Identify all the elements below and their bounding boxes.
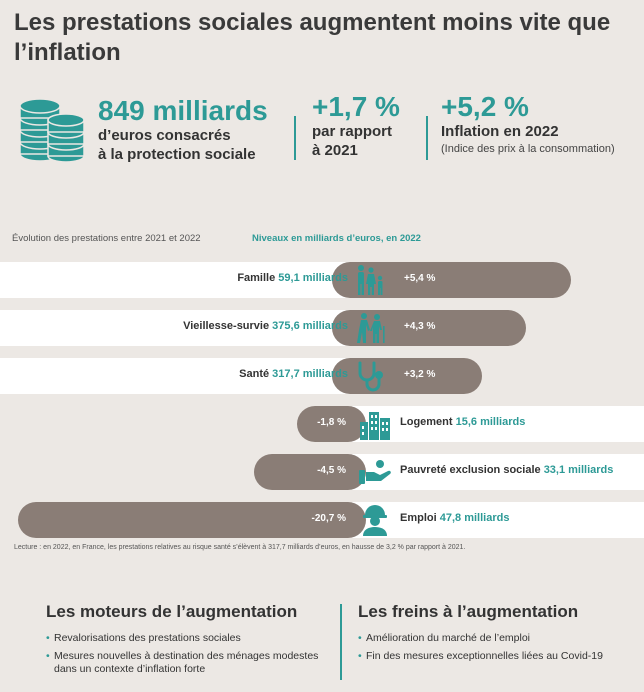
- category-name: Logement: [400, 416, 456, 428]
- category-amount: 375,6 milliards: [272, 320, 348, 332]
- kpi-inflation-sub: Inflation en 2022: [441, 123, 559, 140]
- column-divider: [340, 604, 342, 680]
- row-background: [0, 262, 352, 298]
- kpi-inflation: +5,2 % Inflation en 2022 (Indice des pri…: [441, 91, 615, 156]
- row-background: [352, 502, 644, 538]
- kpi-inflation-value: +5,2 %: [441, 91, 529, 122]
- category-name: Pauvreté exclusion sociale: [400, 464, 544, 476]
- row-background: [352, 406, 644, 442]
- kpi-growth-sub1: par rapport: [312, 123, 393, 140]
- chart-row: -4,5 % Pauvreté exclusion sociale 33,1 mi…: [0, 454, 644, 490]
- category-label: Santé 317,7 milliards: [239, 368, 348, 380]
- list-item: Fin des mesures exceptionnelles liées au…: [358, 650, 618, 663]
- kpi-inflation-note: (Indice des prix à la consommation): [441, 143, 615, 155]
- chart-row: +4,3 % Vieillesse-survie 375,6 milliards: [0, 310, 644, 346]
- worker-icon: [358, 504, 392, 536]
- list-item: Revalorisations des prestations sociales: [46, 632, 336, 645]
- chart-row: +5,4 % Famille 59,1 milliards: [0, 262, 644, 298]
- category-amount: 59,1 milliards: [278, 272, 348, 284]
- category-label: Emploi 47,8 milliards: [400, 512, 509, 524]
- category-label: Famille 59,1 milliards: [237, 272, 348, 284]
- chart-bar: [332, 358, 482, 394]
- row-background: [0, 310, 352, 346]
- category-name: Famille: [237, 272, 279, 284]
- bar-value-label: +3,2 %: [404, 369, 436, 380]
- brakes-title: Les freins à l’augmentation: [358, 602, 579, 621]
- category-label: Pauvreté exclusion sociale 33,1 milliard…: [400, 464, 613, 476]
- category-label: Logement 15,6 milliards: [400, 416, 525, 428]
- drivers-title: Les moteurs de l’augmentation: [46, 602, 298, 621]
- kpi-total-sub2: à la protection sociale: [98, 146, 256, 163]
- chart-caption-evolution: Évolution des prestations entre 2021 et …: [12, 233, 201, 244]
- bar-value-label: +5,4 %: [404, 273, 436, 284]
- kpi-growth-value: +1,7 %: [312, 91, 400, 122]
- chart-bar: [297, 406, 366, 442]
- category-name: Santé: [239, 368, 273, 380]
- drivers-list: Revalorisations des prestations sociales…: [46, 632, 336, 681]
- bar-value-label: -20,7 %: [311, 513, 346, 524]
- category-label: Vieillesse-survie 375,6 milliards: [183, 320, 348, 332]
- stethoscope-icon: [354, 360, 388, 392]
- category-name: Vieillesse-survie: [183, 320, 273, 332]
- elderly-icon: [354, 312, 388, 344]
- chart-row: +3,2 % Santé 317,7 milliards: [0, 358, 644, 394]
- page-title: Les prestations sociales augmentent moin…: [14, 9, 611, 66]
- kpi-growth-sub2: à 2021: [312, 142, 358, 159]
- row-background: [0, 358, 352, 394]
- chart-bar: [254, 454, 366, 490]
- row-background: [352, 454, 644, 490]
- buildings-icon: [358, 408, 392, 440]
- hand-icon: [358, 456, 392, 488]
- kpi-divider: [426, 116, 428, 160]
- chart-row: -20,7 % Emploi 47,8 milliards: [0, 502, 644, 538]
- family-icon: [354, 264, 388, 296]
- list-item: Amélioration du marché de l’emploi: [358, 632, 618, 645]
- kpi-growth: +1,7 % par rapport à 2021: [312, 92, 400, 160]
- kpi-total-value: 849 milliards: [98, 95, 268, 126]
- bar-value-label: -1,8 %: [317, 417, 346, 428]
- list-item: Mesures nouvelles à destination des ména…: [46, 650, 336, 676]
- chart-caption-levels: Niveaux en milliards d’euros, en 2022: [252, 233, 421, 244]
- chart-row: -1,8 % Logement 15,6 milliards: [0, 406, 644, 442]
- chart-bar: [18, 502, 366, 538]
- coins-icon: [19, 98, 85, 163]
- category-amount: 47,8 milliards: [439, 512, 510, 524]
- bar-value-label: -4,5 %: [317, 465, 346, 476]
- category-amount: 15,6 milliards: [455, 416, 526, 428]
- bar-value-label: +4,3 %: [404, 321, 436, 332]
- kpi-divider: [294, 116, 296, 160]
- brakes-list: Amélioration du marché de l’emploi Fin d…: [358, 632, 618, 668]
- kpi-total: 849 milliards d’euros consacrés à la pro…: [98, 96, 268, 164]
- kpi-total-sub1: d’euros consacrés: [98, 127, 231, 144]
- category-name: Emploi: [400, 512, 440, 524]
- reading-note: Lecture : en 2022, en France, les presta…: [14, 544, 466, 551]
- category-amount: 33,1 milliards: [543, 464, 614, 476]
- category-amount: 317,7 milliards: [272, 368, 348, 380]
